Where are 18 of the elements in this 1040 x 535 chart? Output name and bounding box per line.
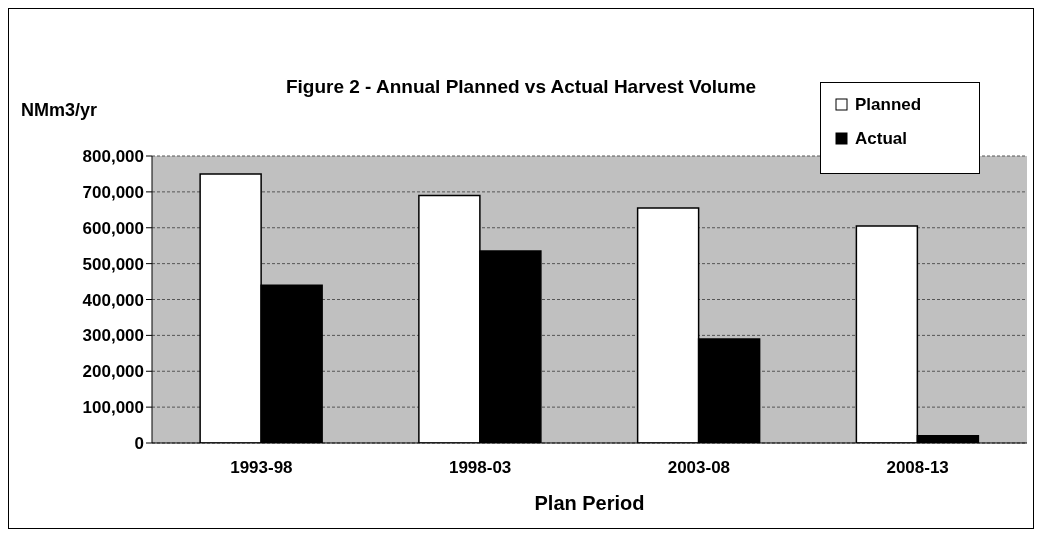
chart-title: Figure 2 - Annual Planned vs Actual Harvest Volume xyxy=(285,76,757,97)
x-tick-label: 1993-98 xyxy=(230,458,293,478)
y-tick-label: 0 xyxy=(134,434,144,454)
x-tick-label: 2008-13 xyxy=(886,458,949,478)
y-tick-label: 600,000 xyxy=(82,218,144,238)
y-tick-label: 200,000 xyxy=(82,362,144,382)
y-tick-label: 800,000 xyxy=(82,147,144,167)
y-tick-label: 400,000 xyxy=(82,290,144,310)
y-tick-label: 700,000 xyxy=(82,182,144,202)
x-axis-title: Plan Period xyxy=(534,492,645,514)
x-tick-label: 2003-08 xyxy=(667,458,731,478)
legend-label: Actual xyxy=(855,129,907,149)
x-tick-label: 1998-03 xyxy=(448,458,512,478)
y-tick-label: 300,000 xyxy=(82,326,144,346)
y-tick-label: 100,000 xyxy=(82,398,144,418)
legend-label: Planned xyxy=(855,95,922,115)
y-tick-label: 500,000 xyxy=(82,254,144,274)
y-axis-title: NMm3/yr xyxy=(21,100,98,121)
